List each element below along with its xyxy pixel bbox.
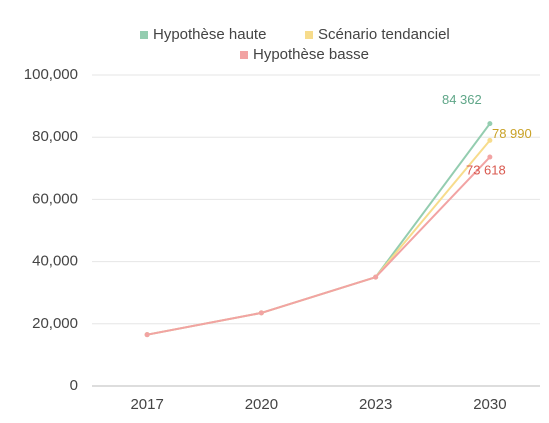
point	[258, 310, 264, 316]
y-tick-label: 40,000	[32, 253, 78, 270]
y-tick-label: 20,000	[32, 315, 78, 332]
point	[144, 332, 150, 338]
x-tick-label: 2023	[359, 396, 392, 413]
data-label: 73 618	[466, 162, 506, 177]
y-tick-label: 0	[70, 377, 78, 394]
legend-label: Hypothèse haute	[153, 26, 266, 43]
y-tick-label: 60,000	[32, 190, 78, 207]
legend-label: Hypothèse basse	[253, 46, 369, 63]
x-tick-label: 2030	[473, 396, 506, 413]
point	[487, 137, 493, 143]
y-tick-label: 100,000	[24, 66, 78, 83]
legend-label: Scénario tendanciel	[318, 26, 450, 43]
legend-swatch	[305, 31, 313, 39]
series-line	[146, 139, 491, 336]
point	[487, 121, 493, 127]
x-tick-label: 2017	[130, 396, 163, 413]
series-line	[146, 123, 491, 336]
data-label: 78 990	[492, 126, 532, 141]
legend-swatch	[140, 31, 148, 39]
series-line	[146, 156, 491, 336]
y-tick-label: 80,000	[32, 128, 78, 145]
legend-swatch	[240, 51, 248, 59]
point	[487, 154, 493, 160]
x-tick-label: 2020	[245, 396, 278, 413]
point	[373, 274, 379, 280]
data-label: 84 362	[442, 92, 482, 107]
